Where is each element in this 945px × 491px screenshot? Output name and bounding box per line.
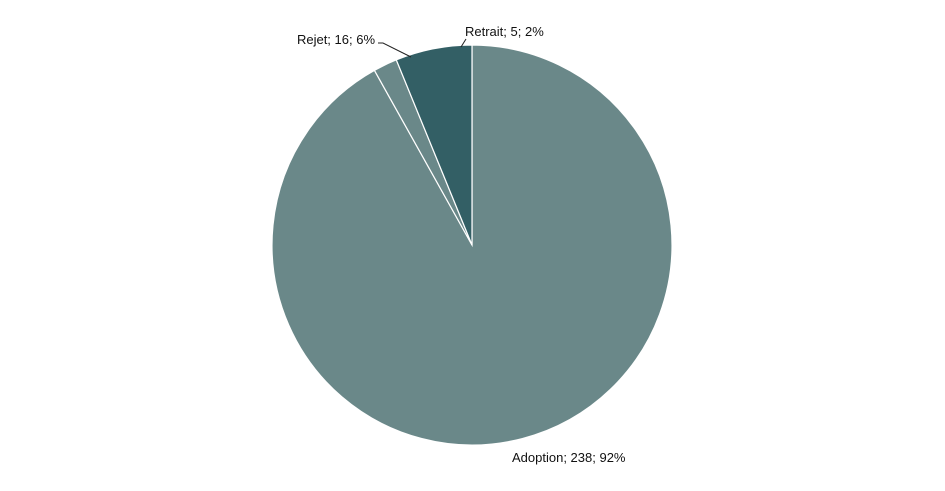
pie-leader-lines [378,38,467,58]
pie-slice-rejet [395,44,473,246]
pie-slices [271,44,673,446]
pie-label-rejet: Rejet; 16; 6% [297,32,375,47]
pie-labels: Adoption; 238; 92% Retrait; 5; 2% Rejet; 1… [297,24,626,465]
pie-label-adoption: Adoption; 238; 92% [512,450,626,465]
leader-line-retrait [460,38,467,48]
pie-label-retrait: Retrait; 5; 2% [465,24,544,39]
leader-line-rejet [378,42,412,58]
